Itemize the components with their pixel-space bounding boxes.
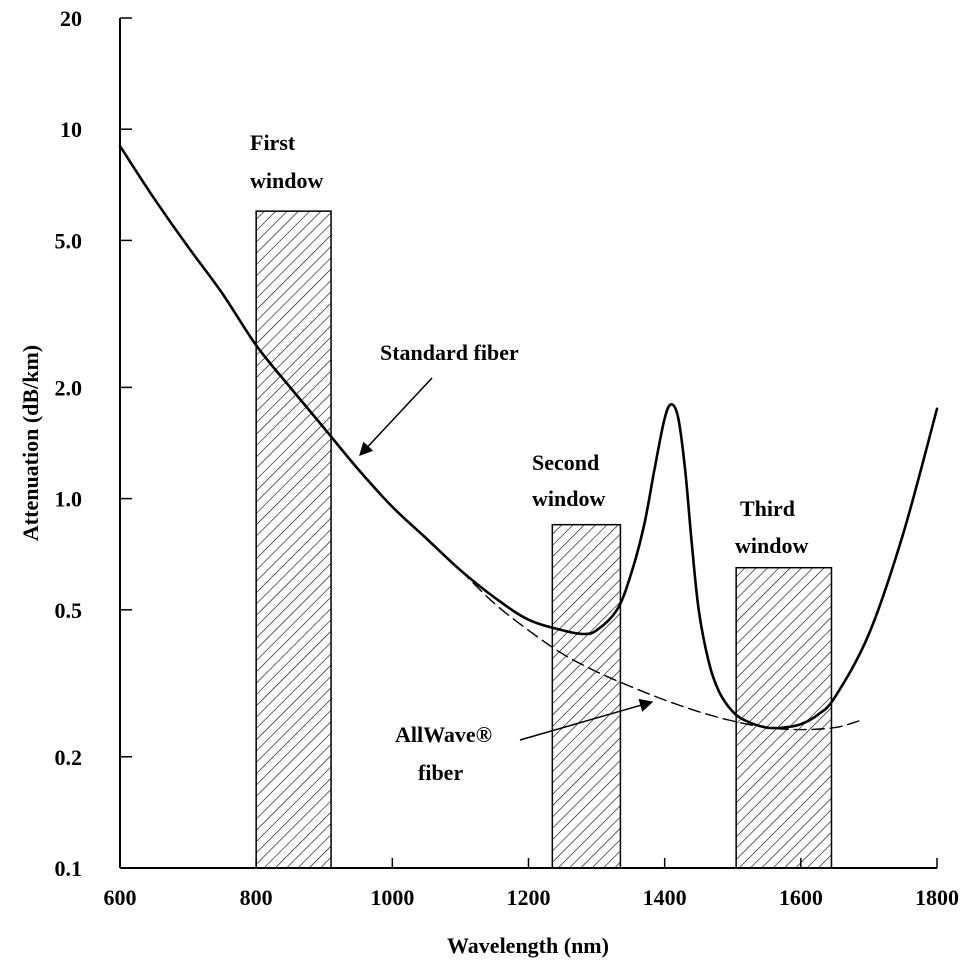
y-tick-label: 5.0 bbox=[55, 228, 83, 253]
allwave-fiber-curve bbox=[459, 569, 860, 731]
x-tick-label: 1800 bbox=[915, 885, 959, 910]
window-band-3 bbox=[735, 566, 833, 869]
y-tick-label: 2.0 bbox=[55, 375, 83, 400]
y-tick-label: 0.2 bbox=[55, 745, 83, 770]
x-tick-label: 1600 bbox=[779, 885, 823, 910]
x-tick-label: 800 bbox=[240, 885, 273, 910]
annotation-third-window: Third window bbox=[735, 496, 808, 558]
axis-ticks: 600 800 1000 1200 1400 1600 1800 20 10 5.0 2.0 1.0 0… bbox=[55, 6, 960, 910]
x-axis-title: Wavelength (nm) bbox=[447, 933, 609, 958]
annotation-standard-fiber: Standard fiber bbox=[380, 340, 519, 365]
y-axis-title: Attenuation (dB/km) bbox=[18, 345, 43, 541]
data-series bbox=[118, 144, 939, 731]
standard-fiber-arrow bbox=[359, 377, 433, 456]
x-tick-label: 1400 bbox=[643, 885, 687, 910]
x-tick-label: 600 bbox=[104, 885, 137, 910]
window-band-2 bbox=[551, 523, 622, 869]
x-tick-label: 1200 bbox=[507, 885, 551, 910]
allwave-fiber-arrow bbox=[519, 698, 654, 741]
y-tick-label: 20 bbox=[60, 6, 82, 31]
window-band-1 bbox=[255, 210, 332, 869]
standard-fiber-curve bbox=[118, 144, 939, 730]
y-tick-label: 1.0 bbox=[55, 487, 83, 512]
y-tick-label: 0.1 bbox=[55, 856, 83, 881]
annotation-allwave-fiber: AllWave® fiber bbox=[395, 722, 498, 785]
x-tick-label: 1000 bbox=[370, 885, 414, 910]
y-tick-label: 10 bbox=[60, 117, 82, 142]
y-tick-label: 0.5 bbox=[55, 598, 83, 623]
annotation-first-window: First window bbox=[250, 130, 323, 193]
annotation-second-window: Second window bbox=[532, 450, 605, 511]
